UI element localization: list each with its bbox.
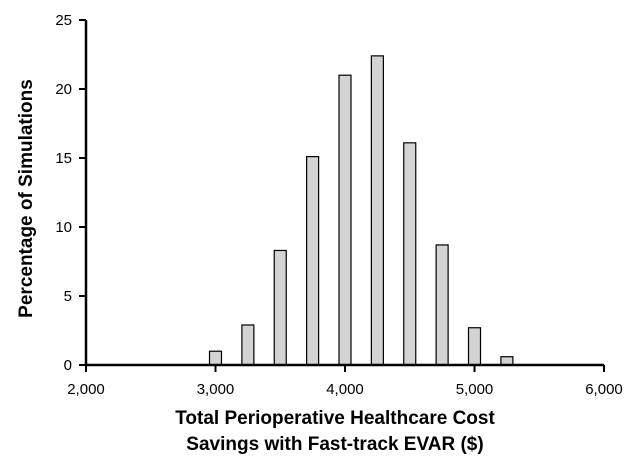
bars-group: [208, 55, 514, 366]
histogram-bar: [241, 324, 255, 366]
histogram-bar: [208, 350, 223, 366]
histogram-bar: [370, 55, 384, 366]
y-tick-label: 25: [55, 12, 72, 29]
y-tick-label: 20: [55, 81, 72, 98]
histogram-bar: [306, 156, 320, 366]
histogram-bar: [338, 74, 352, 366]
histogram-bar: [403, 142, 417, 366]
x-tick-label: 6,000: [585, 381, 623, 398]
y-tick-label: 0: [64, 357, 72, 374]
x-tick-label: 5,000: [456, 381, 494, 398]
x-axis-title-line-1: Total Perioperative Healthcare Cost: [175, 408, 495, 429]
y-tick-label: 10: [55, 219, 72, 236]
y-axis-ticks: 0 5 10 15 20 25: [55, 12, 86, 374]
x-axis-title-line-2: Savings with Fast-track EVAR ($): [186, 434, 483, 455]
y-tick-label: 15: [55, 150, 72, 167]
y-tick-label: 5: [64, 288, 72, 305]
histogram-bar: [467, 327, 482, 366]
histogram-bar: [435, 244, 449, 366]
histogram-bar: [273, 249, 287, 366]
x-tick-label: 2,000: [67, 381, 105, 398]
x-axis-ticks: 2,000 3,000 4,000 5,000 6,000: [67, 365, 623, 398]
x-tick-label: 4,000: [326, 381, 364, 398]
y-axis-title: Percentage of Simulations: [16, 79, 37, 318]
x-tick-label: 3,000: [197, 381, 235, 398]
